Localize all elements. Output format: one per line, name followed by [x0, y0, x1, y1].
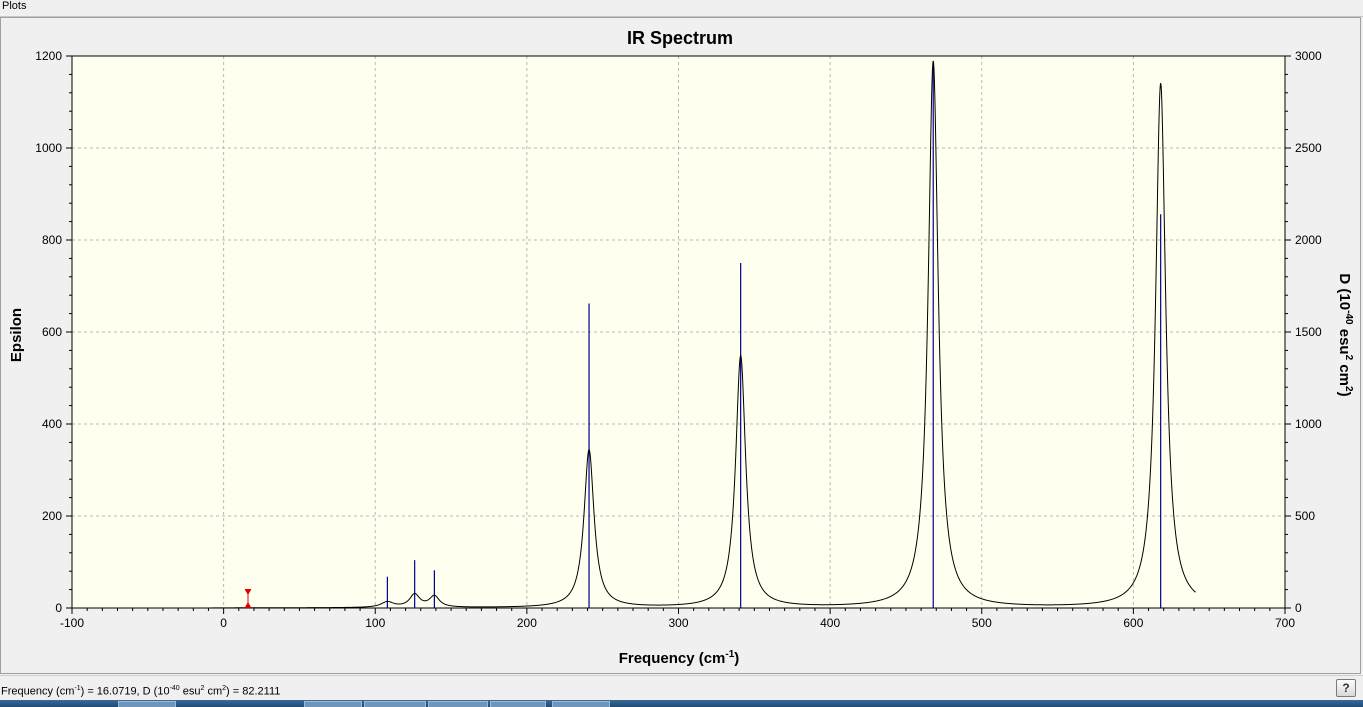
ir-spectrum-chart[interactable]: -100 0 100 200 300 400 500 600 70002004006008001… [1, 18, 1360, 673]
chart-title: IR Spectrum [627, 28, 733, 48]
x-tick-label: -100 [60, 616, 84, 630]
taskbar-item[interactable] [118, 701, 176, 707]
y-left-tick-label: 1000 [35, 141, 62, 155]
y-right-tick-label: 3000 [1295, 49, 1322, 63]
grid-layer [72, 55, 1285, 608]
status-readout: Frequency (cm-1) = 16.0719, D (10-40 esu… [1, 685, 281, 698]
taskbar-item[interactable] [428, 701, 488, 707]
taskbar-item[interactable] [552, 701, 610, 707]
taskbar-item[interactable] [364, 701, 426, 707]
spectrum-line [211, 60, 1196, 609]
y-left-tick-label: 200 [42, 509, 62, 523]
x-tick-label: 700 [1275, 616, 1295, 630]
plot-panel[interactable]: -100 0 100 200 300 400 500 600 700 0 200 400 600 800 1… [0, 17, 1361, 674]
x-axis-label: Frequency (cm-1) [619, 649, 740, 667]
x-tick-label: 400 [820, 616, 840, 630]
x-tick-label: 100 [365, 616, 385, 630]
sticks-layer [386, 62, 1162, 608]
y-right-tick-label: 2500 [1295, 141, 1322, 155]
x-tick-label: 500 [972, 616, 992, 630]
taskbar-item[interactable] [304, 701, 362, 707]
taskbar [0, 700, 1363, 707]
x-tick-label: 600 [1123, 616, 1143, 630]
y-left-tick-label: 600 [42, 325, 62, 339]
y-left-tick-label: 800 [42, 233, 62, 247]
y-left-tick-label: 1200 [35, 49, 62, 63]
marker-layer[interactable] [244, 589, 252, 608]
y-axis-label-right: D (10-40 esu2 cm2) [1336, 273, 1354, 396]
x-tick-label: 300 [668, 616, 688, 630]
y-right-tick-label: 1000 [1295, 417, 1322, 431]
help-button[interactable]: ? [1336, 679, 1356, 697]
cursor-marker-bottom[interactable] [244, 602, 252, 608]
window-title: Plots [0, 0, 1363, 17]
taskbar-item[interactable] [490, 701, 546, 707]
y-right-tick-label: 500 [1295, 509, 1315, 523]
y-right-tick-label: 1500 [1295, 325, 1322, 339]
y-right-tick-label: 0 [1295, 601, 1302, 615]
x-tick-label: 0 [220, 616, 227, 630]
x-tick-label: 200 [517, 616, 537, 630]
question-mark-icon: ? [1342, 681, 1350, 695]
axes-layer: -100 0 100 200 300 400 500 600 70002004006008001… [35, 49, 1322, 630]
y-left-tick-label: 400 [42, 417, 62, 431]
status-bar: Frequency (cm-1) = 16.0719, D (10-40 esu… [0, 675, 1363, 701]
y-right-tick-label: 2000 [1295, 233, 1322, 247]
y-axis-label-left: Epsilon [8, 308, 25, 362]
curve-layer [211, 60, 1196, 609]
y-left-tick-label: 0 [55, 601, 62, 615]
cursor-marker-top[interactable] [244, 589, 252, 595]
